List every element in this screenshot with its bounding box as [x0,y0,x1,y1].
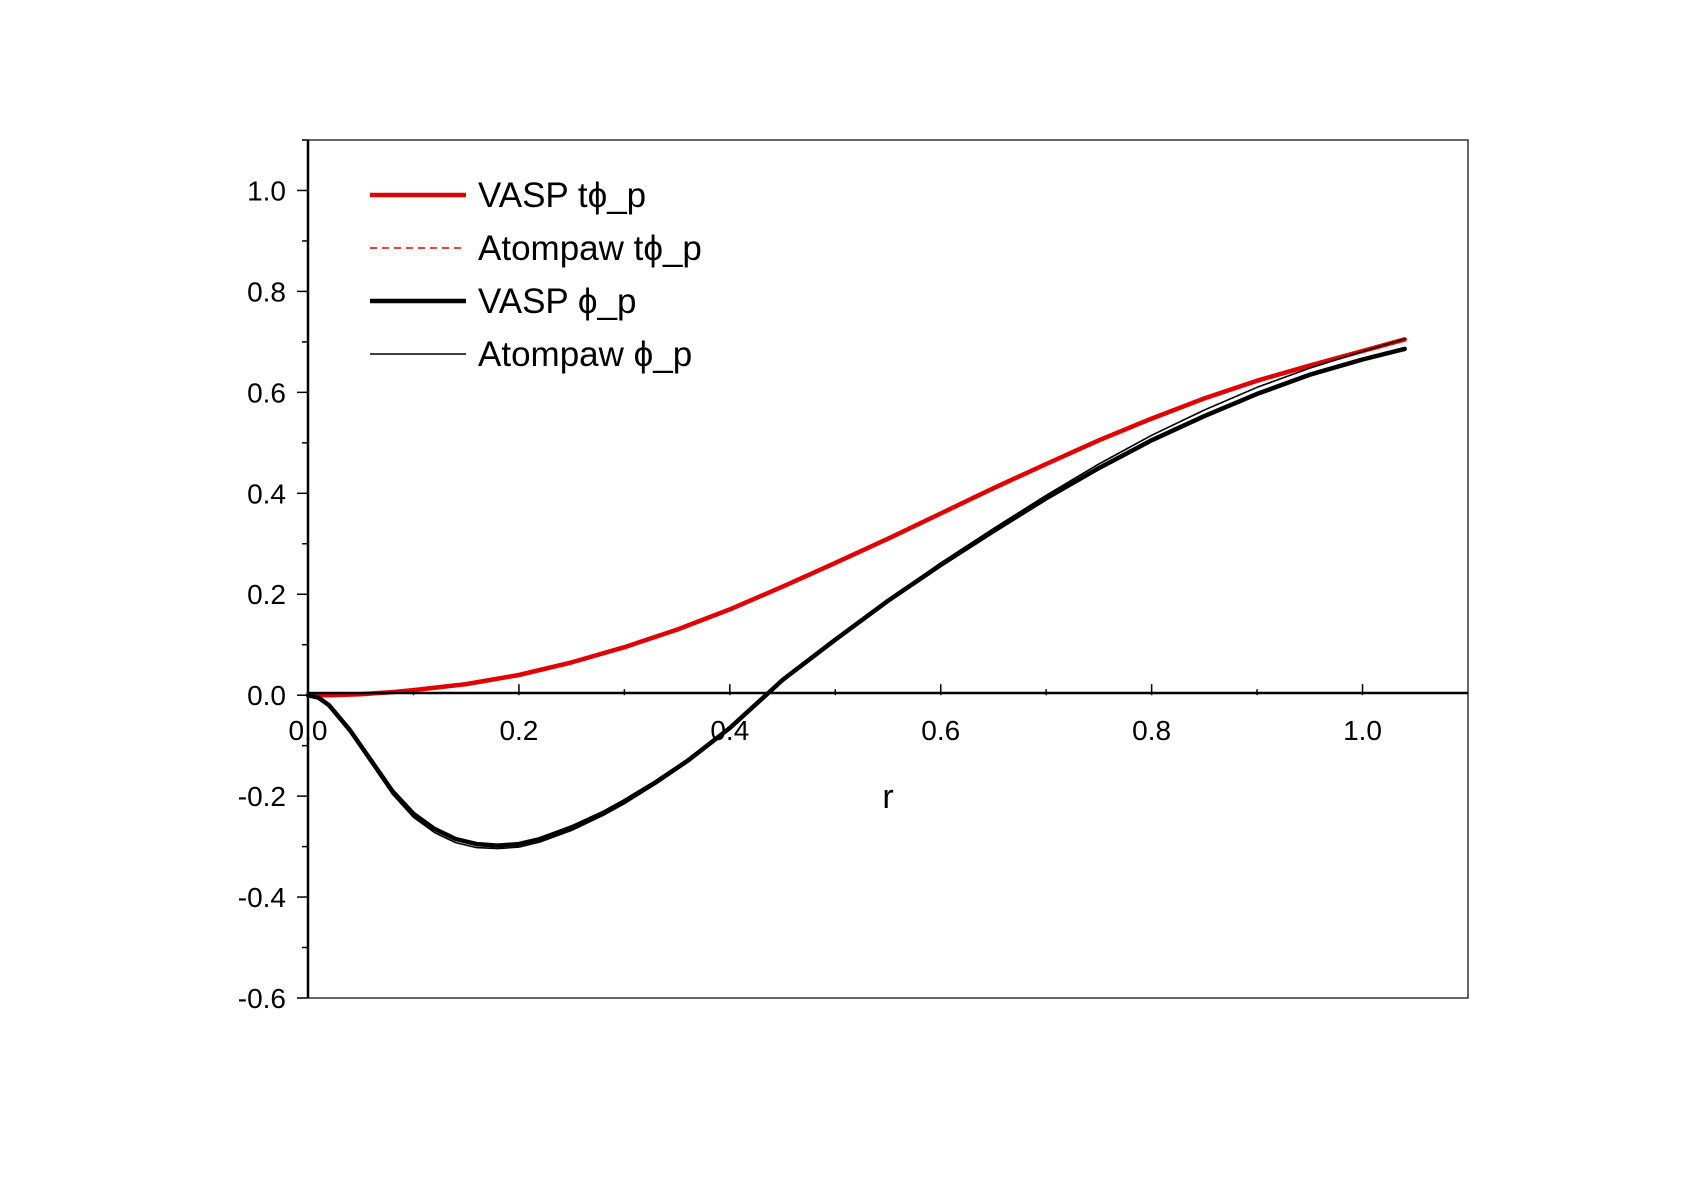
x-tick-label: 0.8 [1132,715,1171,746]
y-tick-label: -0.6 [238,983,286,1014]
y-tick-label: 1.0 [247,175,286,206]
y-tick-label: -0.4 [238,882,286,913]
y-tick-label: 0.2 [247,579,286,610]
series-layer [305,337,1407,850]
legend-atompaw-t-phi-p-label: Atompaw tϕ_p [478,229,702,268]
x-axis-label: r [882,778,893,816]
axis-ticks [297,139,1364,999]
x-tick-label: 0.0 [289,715,328,746]
y-tick-label: 0.8 [247,276,286,307]
legend: VASP tϕ_p Atompaw tϕ_p VASP ϕ_p Atompaw ϕ_p [370,176,702,374]
y-tick-label: 0.4 [247,478,286,509]
x-tick-label: 1.0 [1343,715,1382,746]
legend-atompaw-phi-p-label: Atompaw ϕ_p [478,335,692,374]
x-tick-label: 0.4 [710,715,749,746]
y-tick-label: 0.6 [247,377,286,408]
legend-vasp-t-phi-p-label: VASP tϕ_p [478,176,646,215]
x-tick-label: 0.6 [921,715,960,746]
vasp-t-phi-p-line [305,337,1407,698]
vasp-phi-p-line [305,346,1407,848]
plot-frame [307,139,1469,999]
atompaw-t-phi-p-line [307,338,1406,696]
x-tick-label: 0.2 [499,715,538,746]
y-tick-label: 0.0 [247,680,286,711]
atompaw-phi-p-line [307,338,1406,850]
legend-vasp-phi-p-label: VASP ϕ_p [478,282,636,321]
y-tick-label: -0.2 [238,781,286,812]
tick-labels: 0.0 0.2 0.4 0.6 0.8 1.0 -0.6 -0.4 -0.2 0.0 0.2 0.4 0… [238,175,1382,1014]
